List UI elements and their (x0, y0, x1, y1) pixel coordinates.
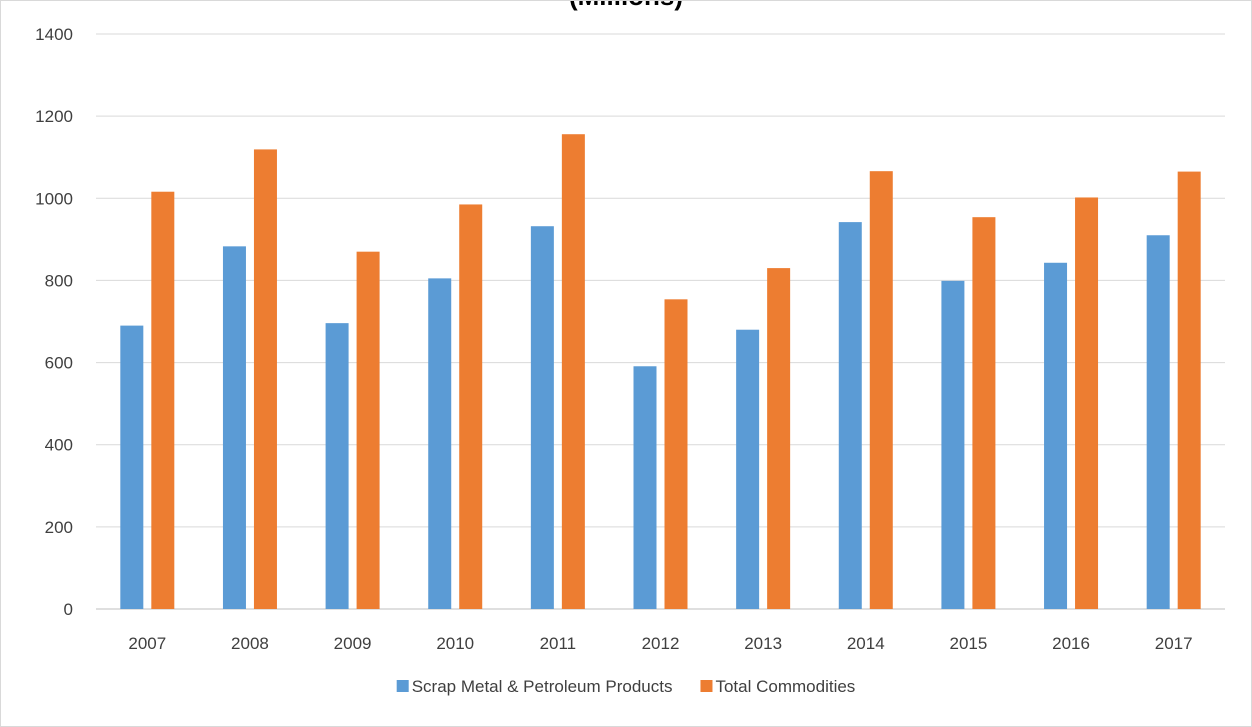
x-tick-label: 2007 (128, 634, 166, 653)
bar-series-1 (428, 278, 452, 609)
bar-series-1 (633, 366, 657, 609)
legend-label: Scrap Metal & Petroleum Products (412, 677, 673, 696)
legend-entry: Total Commodities (700, 677, 855, 696)
legend-swatch (396, 680, 409, 692)
x-tick-label: 2012 (642, 634, 680, 653)
x-tick-label: 2010 (436, 634, 474, 653)
y-tick-label: 800 (45, 271, 73, 290)
bars (120, 134, 1201, 610)
x-tick-label: 2011 (540, 634, 577, 653)
bar-series-1 (838, 222, 862, 609)
bar-series-2 (1075, 197, 1099, 609)
x-axis-tick-labels: 2007 2008 2009 2010 2011 2012 2013 2014 2015 2016… (128, 634, 1192, 653)
bar-series-1 (120, 325, 144, 609)
bar-series-1 (736, 329, 760, 609)
bar-series-2 (356, 251, 380, 609)
x-tick-label: 2017 (1155, 634, 1193, 653)
y-tick-label: 600 (45, 354, 73, 373)
x-tick-label: 2009 (334, 634, 372, 653)
bar-series-2 (869, 171, 893, 609)
bar-series-1 (1044, 262, 1068, 609)
bar-series-1 (1146, 235, 1170, 609)
y-tick-label: 1000 (35, 189, 73, 208)
bar-series-2 (459, 204, 483, 610)
legend: Scrap Metal & Petroleum Products Total Co… (396, 677, 855, 696)
bar-series-2 (561, 134, 585, 609)
bar-series-2 (151, 191, 175, 609)
bar-series-2 (664, 299, 688, 609)
x-tick-label: 2016 (1052, 634, 1090, 653)
bar-series-2 (972, 217, 996, 609)
bar-series-1 (325, 323, 349, 609)
y-tick-label: 1200 (35, 107, 73, 126)
legend-label: Total Commodities (715, 677, 855, 696)
bar-series-2 (767, 268, 791, 609)
x-tick-label: 2014 (847, 634, 885, 653)
legend-swatch (700, 680, 713, 692)
bar-series-1 (530, 226, 554, 609)
x-tick-label: 2013 (744, 634, 782, 653)
y-tick-label: 400 (45, 436, 73, 455)
legend-entry: Scrap Metal & Petroleum Products (396, 677, 673, 696)
y-axis-tick-labels: 0 200 400 600 800 1000 1200 1400 (35, 25, 73, 619)
bar-series-2 (1177, 171, 1201, 609)
bar-series-2 (253, 149, 277, 610)
chart-title: (Millions) (1, 1, 1251, 12)
y-tick-label: 1400 (35, 25, 73, 44)
y-tick-label: 200 (45, 518, 73, 537)
x-tick-label: 2008 (231, 634, 269, 653)
y-tick-label: 0 (64, 600, 73, 619)
bar-series-1 (222, 246, 246, 609)
gridlines (96, 33, 1225, 610)
bar-series-1 (941, 280, 965, 609)
x-tick-label: 2015 (949, 634, 987, 653)
